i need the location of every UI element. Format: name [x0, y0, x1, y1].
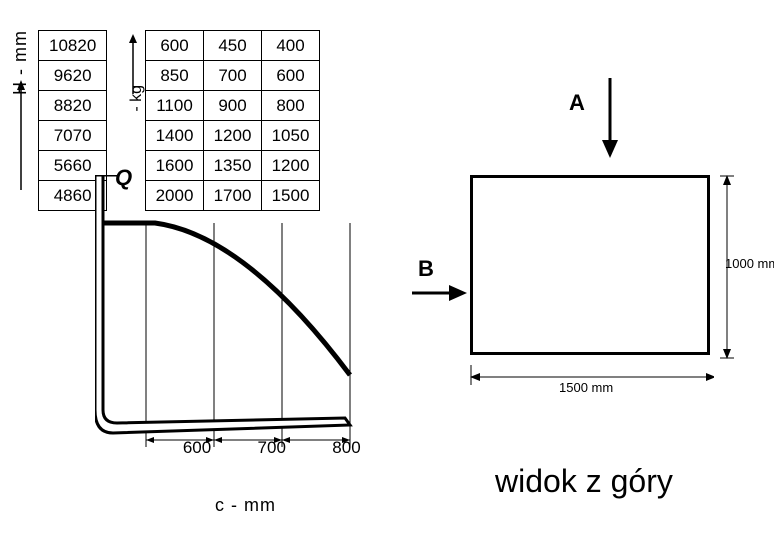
diagram-container: H - mm 10820 9620 8820 7070 5660 4860 - …: [0, 0, 774, 556]
table-row: 8820: [39, 91, 107, 121]
cap-cell: 600: [146, 31, 204, 61]
cap-cell: 900: [204, 91, 262, 121]
arrow-b: [412, 283, 467, 303]
table-row: 10820: [39, 31, 107, 61]
top-view-box: [470, 175, 710, 355]
kg-axis-arrow: [128, 34, 138, 94]
top-view-caption: widok z góry: [495, 463, 673, 500]
cap-cell: 850: [146, 61, 204, 91]
c-value: 800: [311, 438, 381, 458]
fork-diagram: [95, 175, 375, 465]
h-cell: 10820: [39, 31, 107, 61]
dim-width-label: 1500 mm: [559, 380, 613, 395]
cap-cell: 1400: [146, 121, 204, 151]
c-values-row: 600 700 800: [140, 438, 381, 458]
table-row: 1100 900 800: [146, 91, 320, 121]
h-cell: 7070: [39, 121, 107, 151]
cap-cell: 800: [262, 91, 320, 121]
label-b: B: [418, 256, 434, 282]
arrow-a: [600, 78, 620, 158]
c-value: 600: [162, 438, 232, 458]
c-axis-label: c - mm: [215, 495, 276, 516]
cap-cell: 600: [262, 61, 320, 91]
table-row: 7070: [39, 121, 107, 151]
cap-cell: 700: [204, 61, 262, 91]
cap-cell: 450: [204, 31, 262, 61]
cap-cell: 1050: [262, 121, 320, 151]
h-cell: 8820: [39, 91, 107, 121]
c-value: 700: [237, 438, 307, 458]
h-axis-arrow: [15, 80, 27, 190]
cap-cell: 1100: [146, 91, 204, 121]
h-cell: 9620: [39, 61, 107, 91]
table-row: 9620: [39, 61, 107, 91]
table-row: 600 450 400: [146, 31, 320, 61]
dim-height-label: 1000 mm: [725, 256, 774, 271]
cap-cell: 400: [262, 31, 320, 61]
table-row: 1400 1200 1050: [146, 121, 320, 151]
cap-cell: 1200: [204, 121, 262, 151]
label-a: A: [569, 90, 585, 116]
table-row: 850 700 600: [146, 61, 320, 91]
